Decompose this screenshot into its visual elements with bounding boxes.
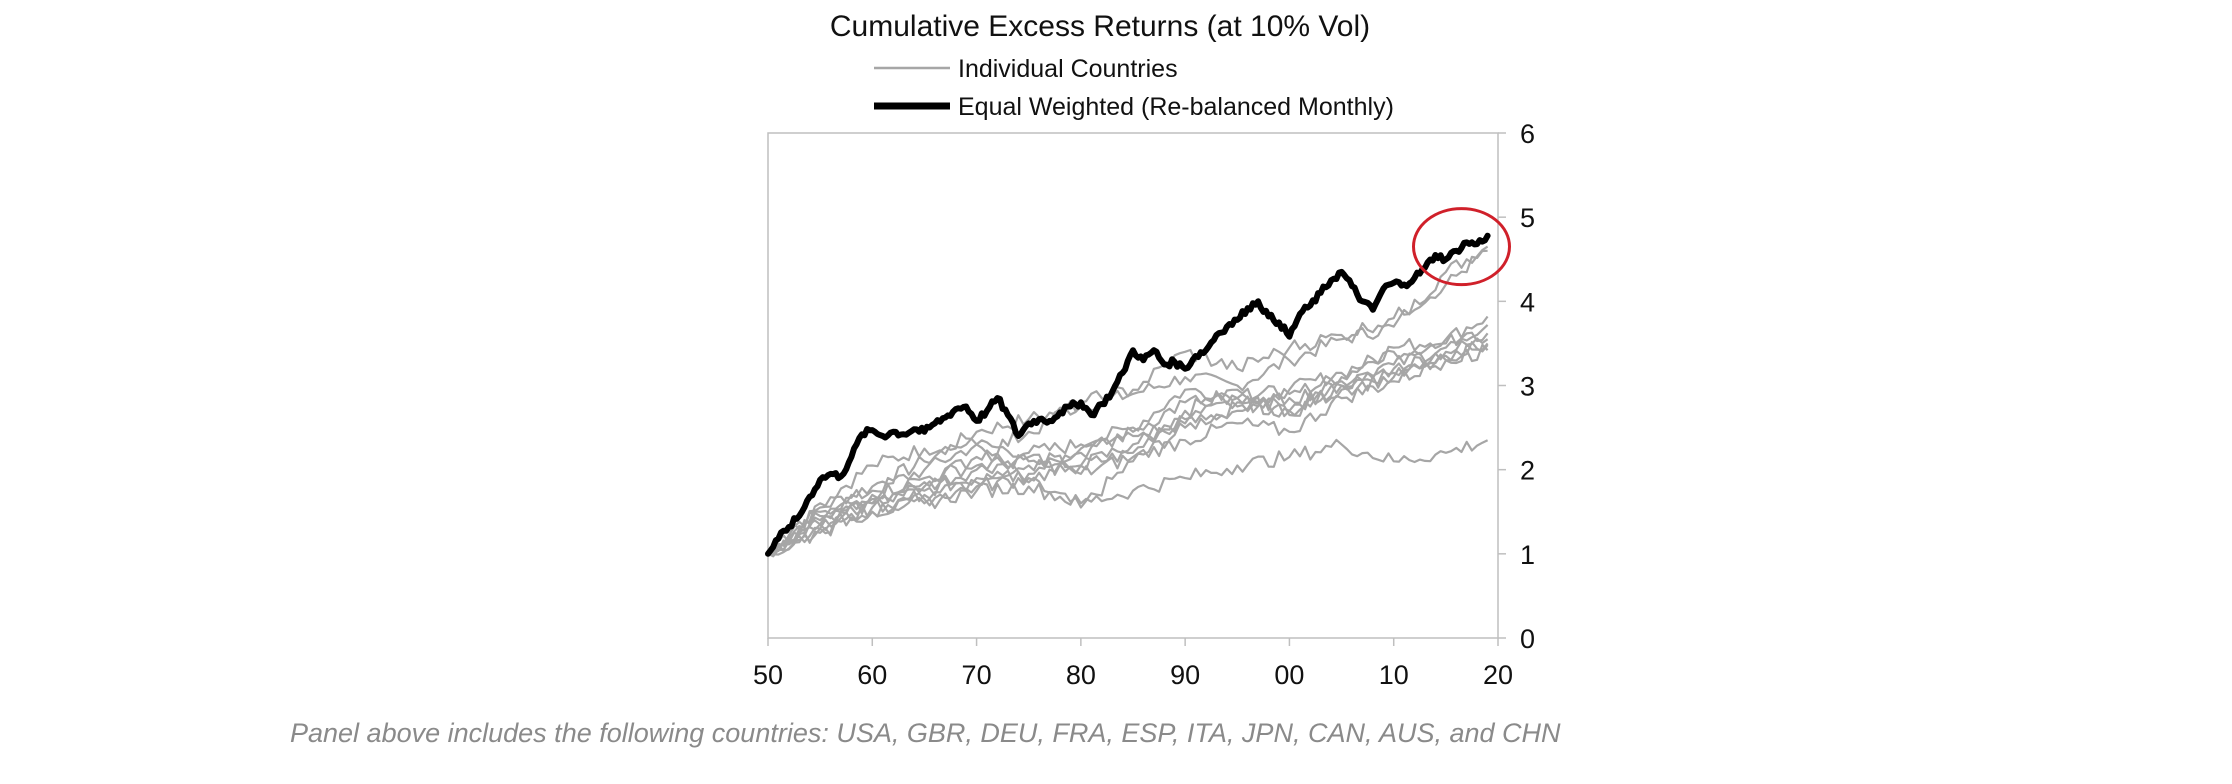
x-axis: 50 60 70 80 90 00 10 20 bbox=[753, 638, 1513, 690]
country-lines-group bbox=[767, 245, 1489, 558]
x-tick-label: 90 bbox=[1170, 660, 1200, 690]
x-tick-label: 50 bbox=[753, 660, 783, 690]
y-tick-label: 2 bbox=[1520, 456, 1535, 486]
equal-weighted-line-group bbox=[765, 232, 1491, 557]
chart-title: Cumulative Excess Returns (at 10% Vol) bbox=[830, 10, 1370, 43]
legend-label-individual-countries: Individual Countries bbox=[958, 55, 1178, 83]
country-line-10 bbox=[767, 438, 1489, 557]
legend-label-equal-weighted: Equal Weighted (Re-balanced Monthly) bbox=[958, 93, 1394, 121]
country-line-9 bbox=[767, 342, 1489, 555]
y-tick-label: 5 bbox=[1520, 203, 1535, 233]
y-tick-label: 1 bbox=[1520, 540, 1535, 570]
highlight-circle-annotation bbox=[1412, 207, 1511, 287]
x-tick-label: 00 bbox=[1274, 660, 1304, 690]
x-tick-label: 10 bbox=[1379, 660, 1409, 690]
x-tick-label: 20 bbox=[1483, 660, 1513, 690]
country-line-6 bbox=[767, 341, 1489, 556]
plot-area bbox=[767, 132, 1499, 639]
y-tick-label: 3 bbox=[1520, 372, 1535, 402]
footnote: Panel above includes the following count… bbox=[290, 718, 1561, 748]
equal-weighted-line bbox=[765, 232, 1491, 557]
country-line-8 bbox=[767, 249, 1488, 556]
x-tick-label: 70 bbox=[962, 660, 992, 690]
y-tick-label: 4 bbox=[1520, 287, 1535, 317]
x-tick-label: 60 bbox=[857, 660, 887, 690]
country-line-5 bbox=[767, 337, 1489, 555]
country-line-7 bbox=[767, 343, 1489, 555]
x-tick-label: 80 bbox=[1066, 660, 1096, 690]
y-axis: 0 1 2 3 4 5 6 bbox=[1498, 119, 1535, 654]
y-tick-label: 6 bbox=[1520, 119, 1535, 149]
y-tick-label: 0 bbox=[1520, 624, 1535, 654]
